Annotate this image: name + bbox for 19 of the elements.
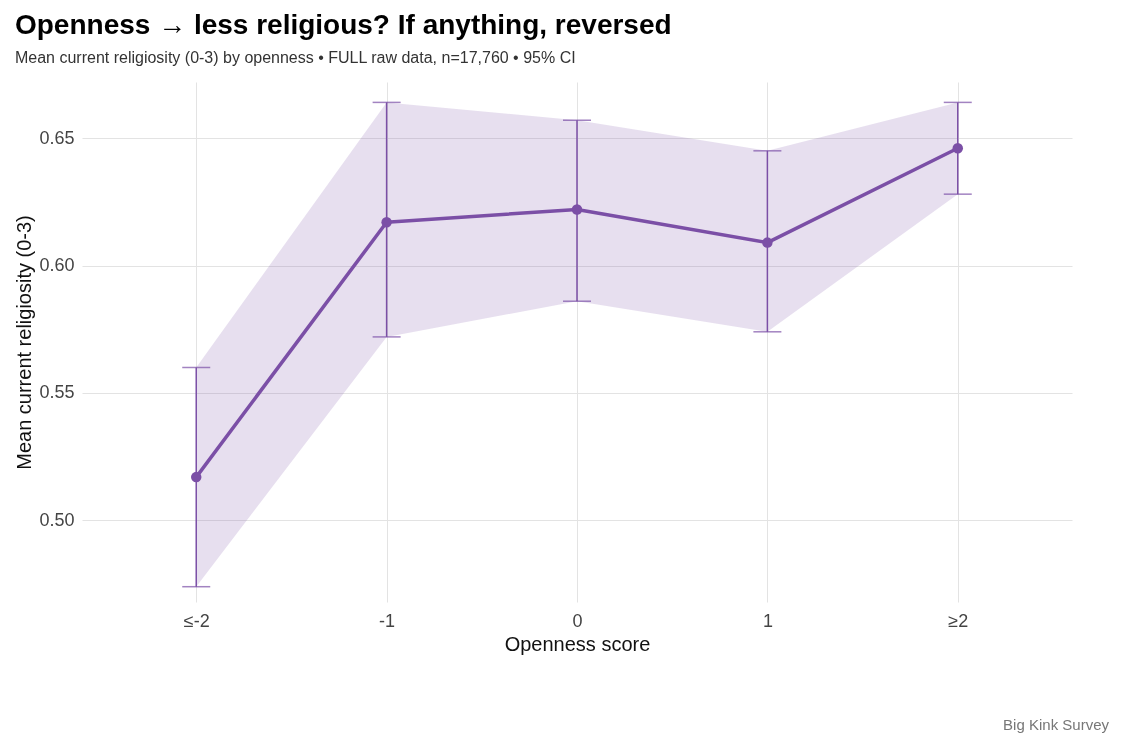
x-axis-title: Openness score <box>504 632 651 655</box>
point <box>190 471 202 483</box>
point <box>571 204 583 215</box>
x-tick-label: ≤-2 <box>183 610 210 631</box>
x-tick-label: ≥2 <box>948 610 969 631</box>
y-tick-label: 0.55 <box>39 382 75 403</box>
text: Big Kink Survey <box>1003 716 1109 733</box>
y-tick-label: 0.60 <box>39 255 75 276</box>
point <box>381 216 392 228</box>
point <box>952 143 964 154</box>
x-tick-label: 1 <box>762 610 773 631</box>
x-tick-label: -1 <box>379 610 396 631</box>
chart-subtitle: Mean current religiosity (0-3) by openness • FULL raw data, n=17,760 • 95% CI <box>14 49 576 66</box>
point <box>762 237 773 248</box>
x-tick-label: 0 <box>572 610 583 631</box>
y-tick-label: 0.50 <box>39 509 75 530</box>
y-axis-title: Mean current religiosity (0-3) <box>13 215 36 470</box>
chart-title: Openness → less religious? If anything, reversed <box>14 9 672 40</box>
y-tick-label: 0.65 <box>39 127 75 148</box>
